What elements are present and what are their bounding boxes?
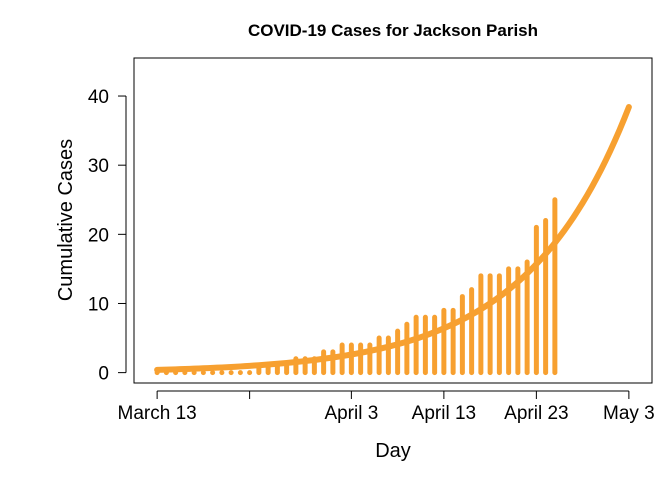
- x-tick-label: April 3: [324, 403, 378, 424]
- y-axis-label: Cumulative Cases: [55, 139, 77, 301]
- bars-group: [154, 197, 558, 376]
- y-tick-label: 10: [88, 294, 109, 315]
- y-axis: 0 10 20 30 40: [88, 87, 127, 385]
- x-tick-label: April 23: [504, 403, 568, 424]
- y-tick-label: 20: [88, 225, 109, 246]
- x-axis: March 13 April 3 April 13 April 23 May 3: [118, 390, 655, 424]
- x-axis-label: Day: [375, 440, 411, 462]
- y-tick-label: 30: [88, 156, 109, 177]
- trend-curve: [154, 104, 632, 373]
- y-tick-label: 0: [98, 364, 109, 385]
- x-tick-label: April 13: [412, 403, 476, 424]
- plot-frame: [133, 57, 653, 384]
- chart-title: COVID-19 Cases for Jackson Parish: [248, 21, 538, 40]
- x-tick-label: March 13: [118, 403, 197, 424]
- y-tick-label: 40: [88, 87, 109, 108]
- x-tick-label: May 3: [603, 403, 655, 424]
